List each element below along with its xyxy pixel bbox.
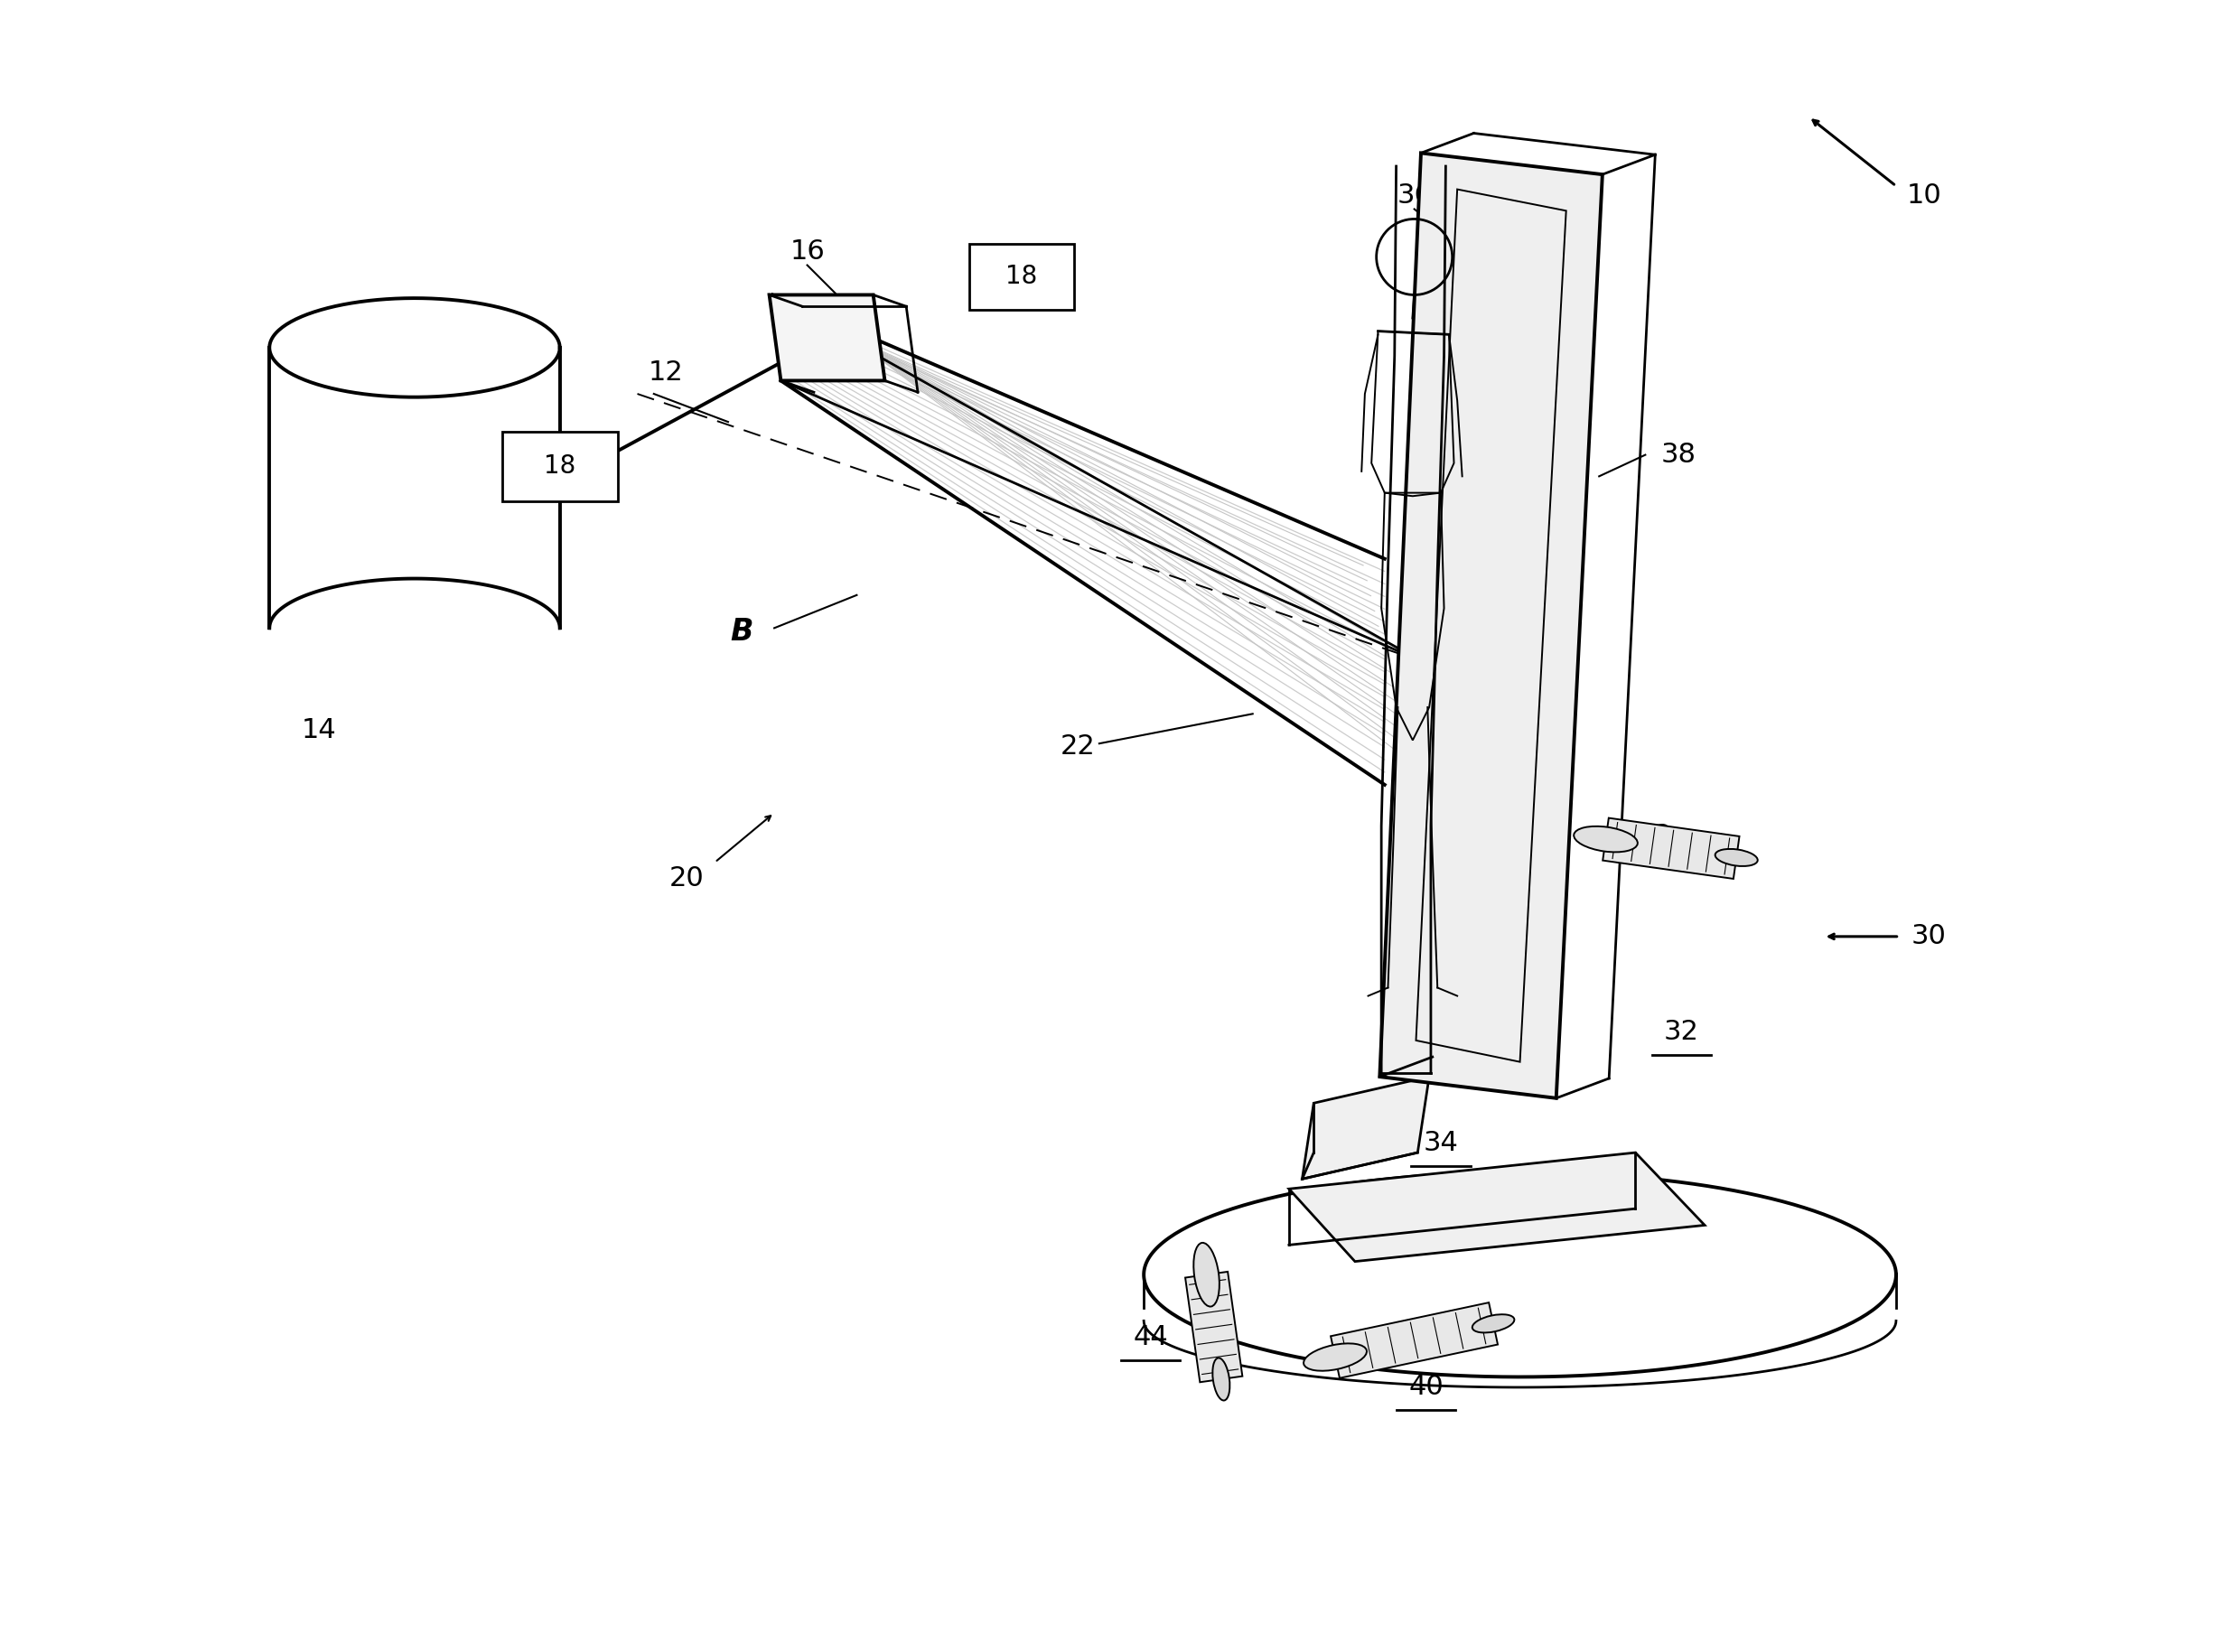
Ellipse shape <box>1212 1358 1229 1401</box>
Text: 20: 20 <box>669 866 704 892</box>
Text: 18: 18 <box>545 454 576 479</box>
Polygon shape <box>1380 154 1601 1099</box>
Polygon shape <box>1604 818 1739 879</box>
Text: 18: 18 <box>1006 264 1037 289</box>
Text: B: B <box>729 616 753 646</box>
Text: 12: 12 <box>647 358 682 385</box>
Text: 34: 34 <box>1424 1130 1457 1156</box>
Text: 16: 16 <box>791 240 824 264</box>
Ellipse shape <box>1575 826 1637 852</box>
Bar <box>968 244 1074 309</box>
Ellipse shape <box>1305 1343 1367 1371</box>
Bar <box>503 431 618 501</box>
Text: 40: 40 <box>1409 1374 1444 1399</box>
Text: 10: 10 <box>1907 183 1943 210</box>
Text: 22: 22 <box>1061 733 1094 760</box>
Ellipse shape <box>1194 1242 1220 1307</box>
Text: 36: 36 <box>1398 183 1431 210</box>
Polygon shape <box>1185 1272 1243 1383</box>
Text: 24: 24 <box>1539 694 1573 720</box>
Polygon shape <box>1331 1302 1497 1378</box>
Text: 38: 38 <box>1661 441 1697 468</box>
Polygon shape <box>1302 1077 1429 1180</box>
Polygon shape <box>769 294 884 380</box>
Text: 30: 30 <box>1912 923 1947 950</box>
Text: 42: 42 <box>1637 823 1672 849</box>
Ellipse shape <box>1473 1315 1515 1333</box>
Text: 44: 44 <box>1132 1325 1167 1350</box>
Polygon shape <box>1289 1153 1706 1262</box>
Text: 32: 32 <box>1663 1019 1699 1046</box>
Ellipse shape <box>1714 849 1759 866</box>
Text: 14: 14 <box>301 717 337 743</box>
